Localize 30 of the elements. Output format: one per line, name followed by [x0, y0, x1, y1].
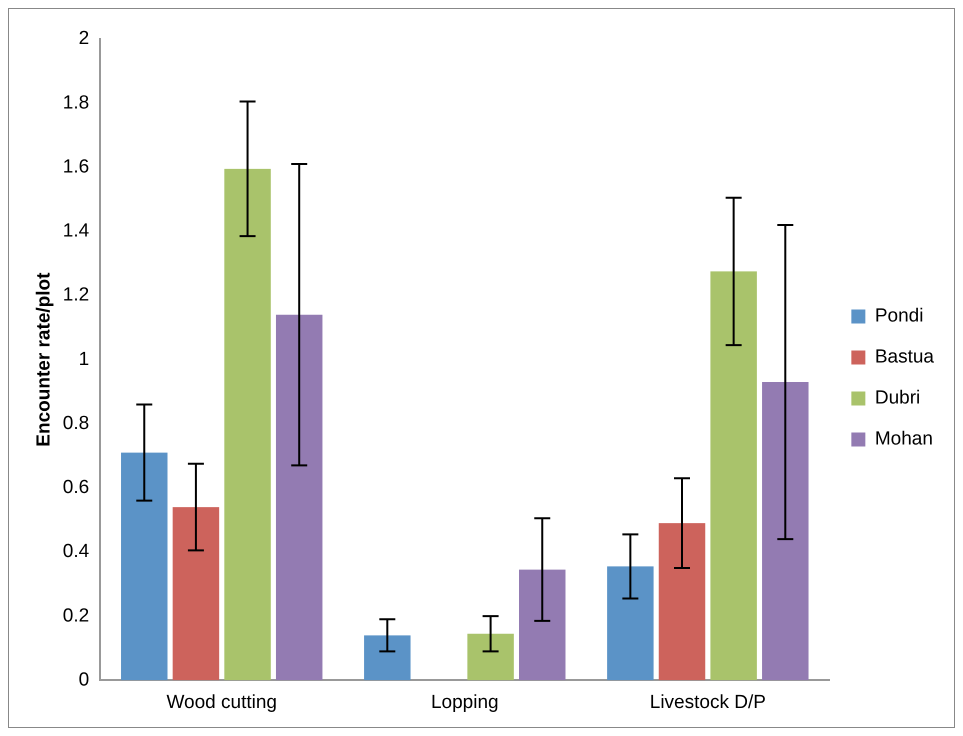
legend-label: Bastua	[874, 346, 934, 368]
bar	[658, 523, 706, 680]
y-tick-label: 0.8	[62, 412, 90, 434]
y-tick-label: 0.6	[62, 477, 90, 498]
x-tick-label: Lopping	[430, 692, 499, 713]
legend-label: Pondi	[874, 306, 924, 327]
y-tick-label: 1.4	[62, 220, 90, 242]
y-tick-label: 1.6	[62, 156, 90, 178]
bar	[276, 314, 322, 680]
bar	[172, 507, 220, 680]
bar	[710, 271, 757, 680]
x-tick-label: Wood cutting	[166, 692, 278, 713]
y-tick-label: 0.4	[62, 541, 90, 562]
y-tick-label: 0.2	[62, 605, 90, 626]
y-tick-label: 0	[78, 669, 90, 690]
y-tick-label: 1.8	[62, 92, 90, 114]
bar	[762, 382, 809, 680]
bar	[364, 635, 411, 680]
y-tick-label: 2	[78, 28, 90, 50]
bar	[519, 570, 566, 680]
y-tick-label: 1.2	[62, 284, 90, 306]
bar	[467, 634, 514, 680]
bar	[607, 566, 654, 680]
bar	[121, 452, 168, 680]
x-tick-label: Livestock D/P	[650, 692, 766, 713]
legend-label: Mohan	[874, 428, 933, 450]
y-axis-title: Encounter rate/plot	[34, 272, 55, 447]
legend-label: Dubri	[874, 388, 920, 409]
y-tick-label: 1	[78, 348, 90, 370]
bar	[224, 168, 271, 680]
